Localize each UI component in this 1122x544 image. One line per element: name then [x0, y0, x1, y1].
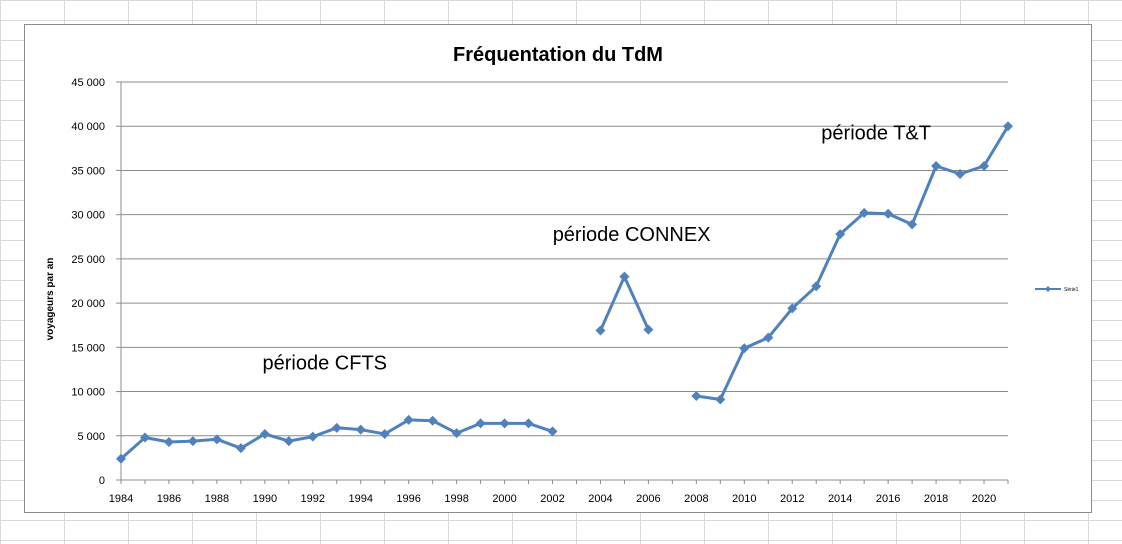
x-tick-label: 1998 [444, 493, 468, 505]
y-tick-label: 0 [99, 475, 105, 487]
x-tick-label: 1986 [157, 493, 181, 505]
data-point [499, 418, 510, 429]
data-point [211, 434, 222, 445]
data-point [691, 390, 702, 401]
chart-title: Fréquentation du TdM [453, 44, 663, 66]
y-tick-label: 45 000 [71, 77, 105, 89]
axes: 0 5 000 10 000 15 000 20 000 25 000 30 000 35 0… [71, 77, 1009, 505]
x-tick-label: 1984 [109, 493, 133, 505]
y-tick-label: 5 000 [77, 431, 105, 443]
data-point [139, 432, 150, 443]
x-tick-label: 2010 [732, 493, 756, 505]
x-tick-label: 1992 [301, 493, 325, 505]
data-point [955, 168, 966, 179]
legend: Série1 [1035, 286, 1079, 293]
data-point [787, 303, 798, 314]
x-tick-label: 1988 [205, 493, 229, 505]
data-point [307, 431, 318, 442]
x-tick-label: 1990 [253, 493, 277, 505]
data-point [763, 332, 774, 343]
y-tick-label: 20 000 [71, 298, 105, 310]
x-tick-label: 1996 [396, 493, 420, 505]
data-point [547, 426, 558, 437]
x-tick-label: 2018 [924, 493, 948, 505]
y-tick-label: 40 000 [71, 121, 105, 133]
legend-label: Série1 [1064, 287, 1079, 293]
annotations: période CFTS période CONNEX période T&T [263, 122, 931, 374]
data-point [163, 436, 174, 447]
data-point [907, 219, 918, 230]
x-tick-label: 2002 [540, 493, 564, 505]
x-tick-label: 2000 [492, 493, 516, 505]
legend-marker [1045, 286, 1051, 292]
series-line [696, 125, 1010, 401]
data-point [835, 229, 846, 240]
x-tick-label: 2020 [972, 493, 996, 505]
series-layer [116, 121, 1013, 464]
y-tick-label: 30 000 [71, 210, 105, 222]
data-point [283, 436, 294, 447]
x-tick-label: 2016 [876, 493, 900, 505]
data-point [523, 418, 534, 429]
annotation-label: période CONNEX [553, 224, 711, 246]
line-chart: Fréquentation du TdM 0 5 000 10 000 15 000 2… [45, 44, 1079, 505]
data-point [451, 428, 462, 439]
data-point [811, 281, 822, 292]
y-tick-label: 10 000 [71, 387, 105, 399]
data-point [859, 207, 870, 218]
data-point [595, 325, 606, 336]
data-point [403, 414, 414, 425]
x-tick-label: 2006 [636, 493, 660, 505]
x-tick-label: 1994 [348, 493, 372, 505]
x-tick-label: 2014 [828, 493, 852, 505]
y-tick-label: 35 000 [71, 165, 105, 177]
data-point [643, 324, 654, 335]
data-point [235, 443, 246, 454]
data-point [739, 343, 750, 354]
data-point [931, 161, 942, 172]
data-point [883, 208, 894, 219]
gridlines [121, 81, 1008, 437]
data-point [1003, 121, 1013, 132]
annotation-label: période CFTS [263, 352, 388, 374]
data-point [259, 429, 270, 440]
annotation-label: période T&T [821, 122, 931, 144]
data-point [979, 161, 990, 172]
x-tick-label: 2004 [588, 493, 612, 505]
data-point [116, 453, 126, 464]
data-point [379, 429, 390, 440]
data-point [427, 415, 438, 426]
data-point [331, 422, 342, 433]
chart-frame: Fréquentation du TdM 0 5 000 10 000 15 000 2… [24, 24, 1092, 513]
y-tick-label: 25 000 [71, 254, 105, 266]
x-tick-label: 2008 [684, 493, 708, 505]
data-point [355, 424, 366, 435]
y-axis-label: voyageurs par an [45, 258, 56, 341]
x-tick-label: 2012 [780, 493, 804, 505]
y-tick-label: 15 000 [71, 342, 105, 354]
data-point [715, 394, 726, 405]
data-point [475, 418, 486, 429]
data-point [619, 271, 630, 282]
data-point [187, 436, 198, 447]
